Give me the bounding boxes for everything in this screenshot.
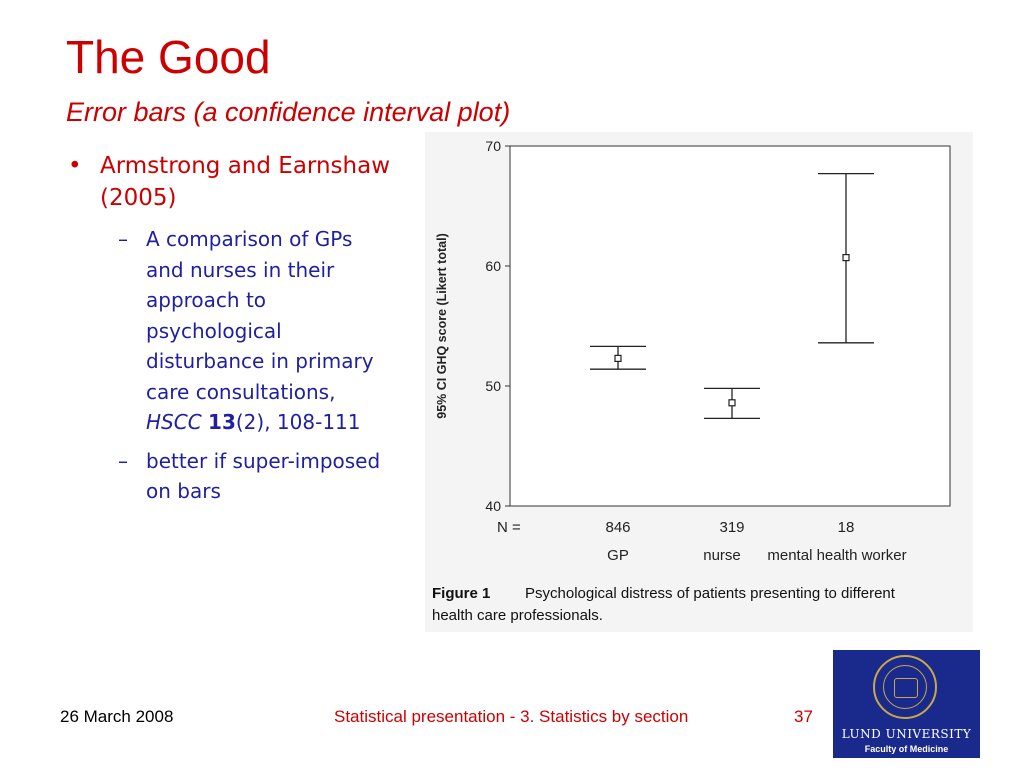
bullet-main-text: Armstrong and Earnshaw (2005) <box>100 153 391 211</box>
error-bar-3 <box>818 172 874 344</box>
figure-panel: 95% CI GHQ score (Likert total) 40 50 60 70… <box>425 132 973 632</box>
slide-subtitle: Error bars (a confidence interval plot) <box>66 97 511 127</box>
mean-marker <box>728 399 736 407</box>
bullet-sub-2-text: better if super-imposed on bars <box>146 448 381 504</box>
bullet-list: • Armstrong and Earnshaw (2005) – A comp… <box>66 150 396 507</box>
plot-frame <box>509 145 951 507</box>
mean-marker <box>842 253 850 262</box>
logo-faculty: Faculty of Medicine <box>864 744 949 754</box>
category-label: GP <box>607 547 629 564</box>
slide-title: The Good <box>66 31 271 83</box>
footer-date: 26 March 2008 <box>60 707 174 726</box>
journal-issue: (2), <box>235 410 271 434</box>
figure-caption-label: Figure 1 <box>432 585 490 602</box>
n-count-label: 319 <box>719 519 744 536</box>
bullet-dot-icon: • <box>68 153 82 179</box>
y-tick-label: 60 <box>485 258 501 274</box>
logo-university-name: Lund University <box>841 727 972 741</box>
dash-icon: – <box>118 227 128 251</box>
category-label: mental health worker <box>767 547 906 564</box>
dash-icon: – <box>118 448 128 473</box>
n-count-label: 846 <box>605 519 630 536</box>
error-bar-1 <box>590 345 646 370</box>
y-tick-label: 50 <box>485 378 501 394</box>
bullet-sub-2: – better if super-imposed on bars <box>66 446 396 507</box>
bullet-sub-1: – A comparison of GPs and nurses in thei… <box>66 224 396 438</box>
bullet-sub-1-text: A comparison of GPs and nurses in their … <box>146 227 374 404</box>
error-bar-2 <box>704 387 760 420</box>
mean-marker <box>614 354 622 362</box>
bullet-main: • Armstrong and Earnshaw (2005) <box>66 150 396 214</box>
error-bar-chart: 95% CI GHQ score (Likert total) 40 50 60 70… <box>432 138 951 624</box>
figure-caption-line-1: Psychological distress of patients prese… <box>525 585 896 602</box>
journal-volume: 13 <box>208 410 236 434</box>
page-number: 37 <box>794 707 813 726</box>
category-label: nurse <box>703 547 741 564</box>
journal-pages: 108-111 <box>276 410 361 434</box>
y-tick-label: 70 <box>485 138 501 154</box>
university-seal-icon <box>873 655 937 719</box>
n-label: N = <box>497 519 521 536</box>
footer-title: Statistical presentation - 3. Statistics… <box>334 707 689 726</box>
figure-caption-line-2: health care professionals. <box>432 607 603 624</box>
n-count-label: 18 <box>838 519 855 536</box>
y-tick-label: 40 <box>485 498 501 514</box>
lund-university-logo: Lund University Faculty of Medicine <box>833 650 980 758</box>
journal-name: HSCC <box>146 410 202 434</box>
y-axis-label: 95% CI GHQ score (Likert total) <box>435 233 449 418</box>
